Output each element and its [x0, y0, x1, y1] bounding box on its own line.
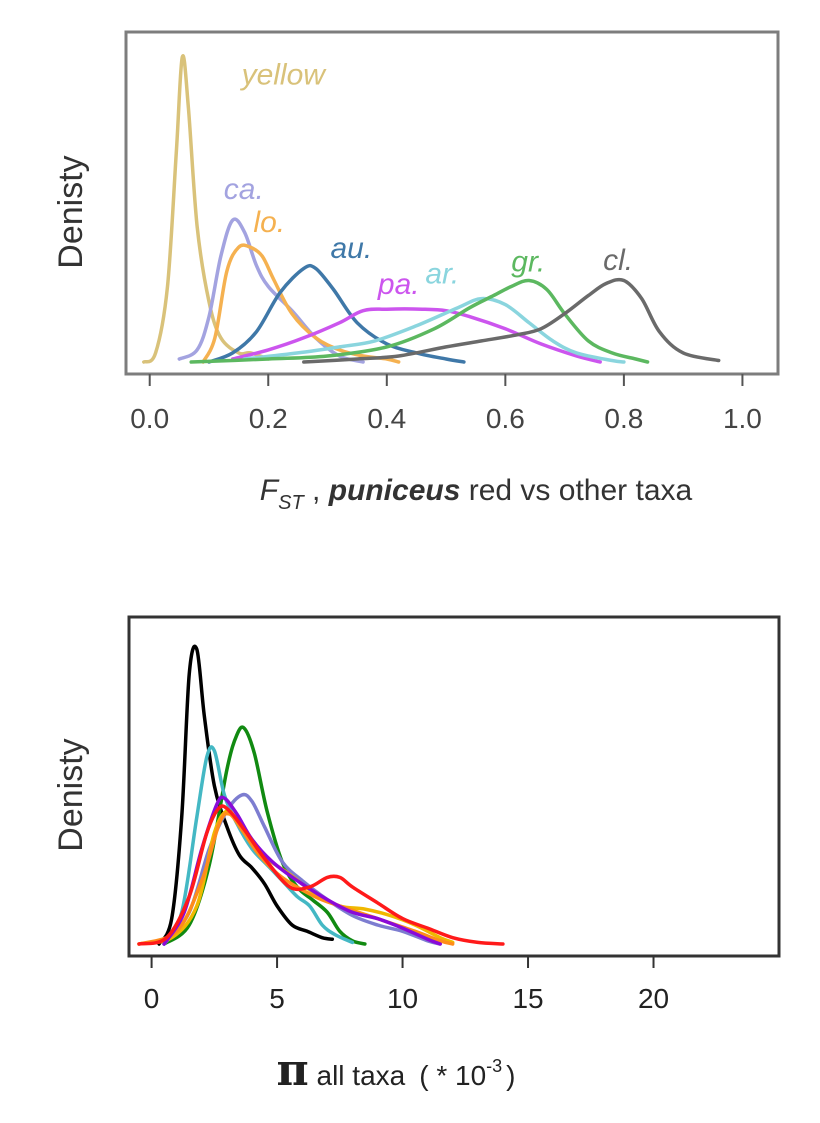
x-axis-label-sup: -3	[486, 1056, 502, 1076]
x-tick-label: 0.0	[130, 403, 169, 434]
x-tick-label: 0.6	[486, 403, 525, 434]
x-axis-label-sub: ST	[278, 492, 305, 514]
x-axis-label: FST , puniceus red vs other taxa	[260, 474, 693, 514]
series-label-cl: cl.	[603, 244, 633, 277]
x-tick-label: 20	[638, 983, 669, 1014]
y-axis-label: Denisty	[52, 155, 90, 268]
series-label-ca: ca.	[224, 173, 264, 206]
pi-symbol: π	[277, 1045, 309, 1096]
density-line-teal	[162, 745, 355, 946]
density-line-yellow	[142, 54, 271, 364]
series-label-lo: lo.	[253, 206, 285, 239]
density-line-black	[157, 644, 335, 946]
y-axis-label: Denisty	[52, 738, 90, 851]
density-line-gr	[189, 278, 650, 364]
x-tick-label: 5	[269, 983, 285, 1014]
x-axis-label-text: all taxa	[309, 1060, 406, 1091]
x-tick-label: 0	[144, 983, 160, 1014]
series-label-gr: gr.	[511, 245, 545, 278]
x-axis-label-rest: red vs other taxa	[460, 474, 692, 507]
density-line-cl	[302, 277, 721, 364]
fst-density-chart: 0.0 0.2 0.4 0.6 0.8 1.0 yellow ca.lo. au.pa. ar.…	[52, 30, 780, 514]
series-label-au: au.	[330, 232, 372, 265]
x-tick-label: 1.0	[723, 403, 762, 434]
density-line-pa	[230, 307, 602, 364]
x-axis-label-f: F	[260, 474, 280, 507]
density-line-lo	[201, 243, 401, 364]
series-label-ar: ar.	[425, 258, 459, 291]
density-lines	[142, 54, 721, 364]
x-tick-label: 0.8	[604, 403, 643, 434]
density-line-red	[137, 804, 505, 946]
x-axis-label-close: )	[506, 1060, 515, 1091]
density-lines	[137, 644, 505, 946]
series-label-yellow: yellow	[240, 58, 328, 91]
x-tick-label: 0.2	[249, 403, 288, 434]
x-axis: 0 5 10 15 20	[144, 956, 669, 1014]
series-label-pa: pa.	[377, 268, 420, 301]
x-axis-label-sep: ,	[304, 474, 329, 507]
density-line-gold	[137, 808, 455, 946]
plot-frame	[124, 30, 780, 376]
density-line-ar	[242, 296, 626, 364]
x-axis: 0.0 0.2 0.4 0.6 0.8 1.0	[130, 374, 762, 434]
pi-density-chart: 0 5 10 15 20 Denisty π all taxa ( * 10-3)	[52, 615, 781, 1096]
x-tick-label: 15	[512, 983, 543, 1014]
series-labels: yellow ca.lo. au.pa. ar. gr. cl.	[224, 58, 633, 301]
plot-frame	[127, 615, 781, 958]
x-axis-label: π all taxa ( * 10-3)	[277, 1045, 516, 1096]
x-axis-label-paren: ( * 10	[419, 1060, 486, 1091]
x-tick-label: 0.4	[367, 403, 406, 434]
x-axis-label-italic: puniceus	[328, 474, 461, 507]
x-tick-label: 10	[387, 983, 418, 1014]
